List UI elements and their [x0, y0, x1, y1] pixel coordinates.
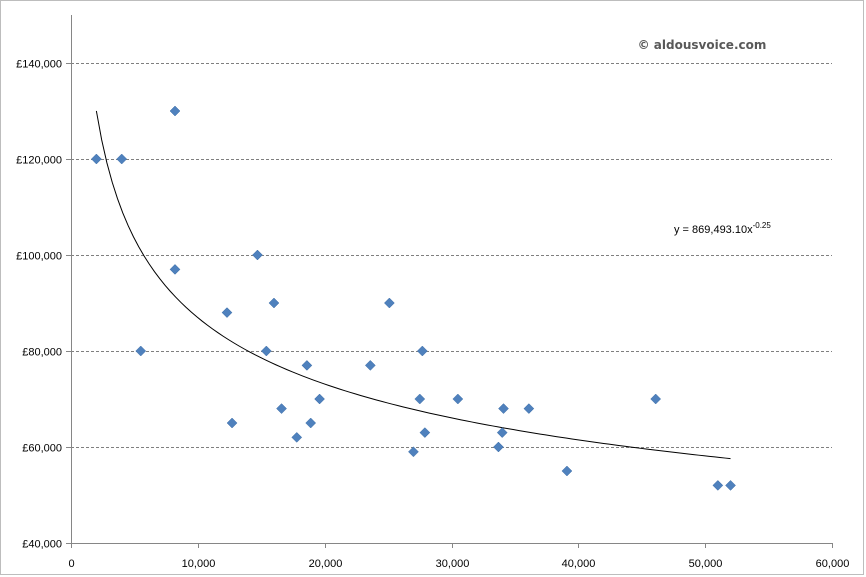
- data-point-4: [169, 264, 181, 275]
- axes: [71, 15, 832, 544]
- data-point-18: [414, 393, 426, 405]
- data-point-0: [91, 153, 102, 165]
- y-tick-labels: £40,000 £60,000 £80,000 £100,000 £120,000 £14…: [16, 59, 71, 551]
- trendline-equation: y = 869,493.10x-0.25: [674, 221, 771, 236]
- x-tick-label-5: 50,000: [689, 558, 723, 570]
- x-tick-label-6: 60,000: [816, 558, 850, 570]
- data-point-19: [416, 345, 428, 357]
- data-point-29: [725, 480, 736, 491]
- trendline-equation-base: y = 869,493.10x: [674, 224, 753, 236]
- data-point-12: [301, 360, 313, 371]
- data-point-27: [650, 393, 662, 405]
- data-point-8: [260, 345, 272, 357]
- gridlines: [71, 63, 832, 448]
- data-points: [91, 105, 736, 491]
- data-point-14: [314, 393, 325, 405]
- watermark-text: © aldousvoice.com: [638, 38, 767, 52]
- data-point-9: [268, 297, 280, 309]
- data-point-20: [419, 427, 431, 438]
- x-tick-label-3: 30,000: [436, 558, 470, 570]
- y-tick-label-3: £100,000: [16, 251, 62, 263]
- trendline-group: [95, 110, 731, 460]
- data-point-16: [383, 297, 395, 309]
- x-tick-labels: 0 10,000 20,000 30,000 40,000 50,000 60,000: [68, 543, 849, 570]
- data-point-26: [561, 465, 573, 477]
- data-point-10: [276, 403, 287, 414]
- data-point-21: [452, 393, 464, 405]
- x-tick-label-1: 10,000: [182, 558, 216, 570]
- data-point-7: [252, 249, 263, 261]
- data-point-13: [305, 417, 317, 429]
- data-point-1: [116, 153, 128, 165]
- data-point-3: [169, 105, 181, 117]
- data-point-2: [135, 345, 147, 357]
- y-tick-label-2: £80,000: [22, 347, 62, 359]
- data-point-25: [523, 403, 535, 414]
- x-tick-label-4: 40,000: [562, 558, 596, 570]
- data-point-15: [364, 360, 376, 371]
- y-tick-label-1: £60,000: [22, 443, 62, 455]
- data-point-22: [493, 441, 504, 453]
- y-tick-label-5: £140,000: [16, 59, 62, 71]
- trendline: [95, 110, 731, 460]
- y-tick-label-0: £40,000: [22, 539, 62, 551]
- data-point-6: [226, 417, 238, 429]
- x-tick-label-2: 20,000: [309, 558, 343, 570]
- y-tick-label-4: £120,000: [16, 155, 62, 167]
- data-point-24: [498, 403, 509, 414]
- data-point-28: [712, 480, 724, 491]
- data-point-11: [291, 432, 303, 443]
- data-point-5: [221, 307, 233, 318]
- x-tick-label-0: 0: [68, 558, 74, 570]
- trendline-equation-exponent: -0.25: [753, 221, 772, 230]
- data-point-23: [496, 427, 508, 438]
- data-point-17: [408, 446, 419, 458]
